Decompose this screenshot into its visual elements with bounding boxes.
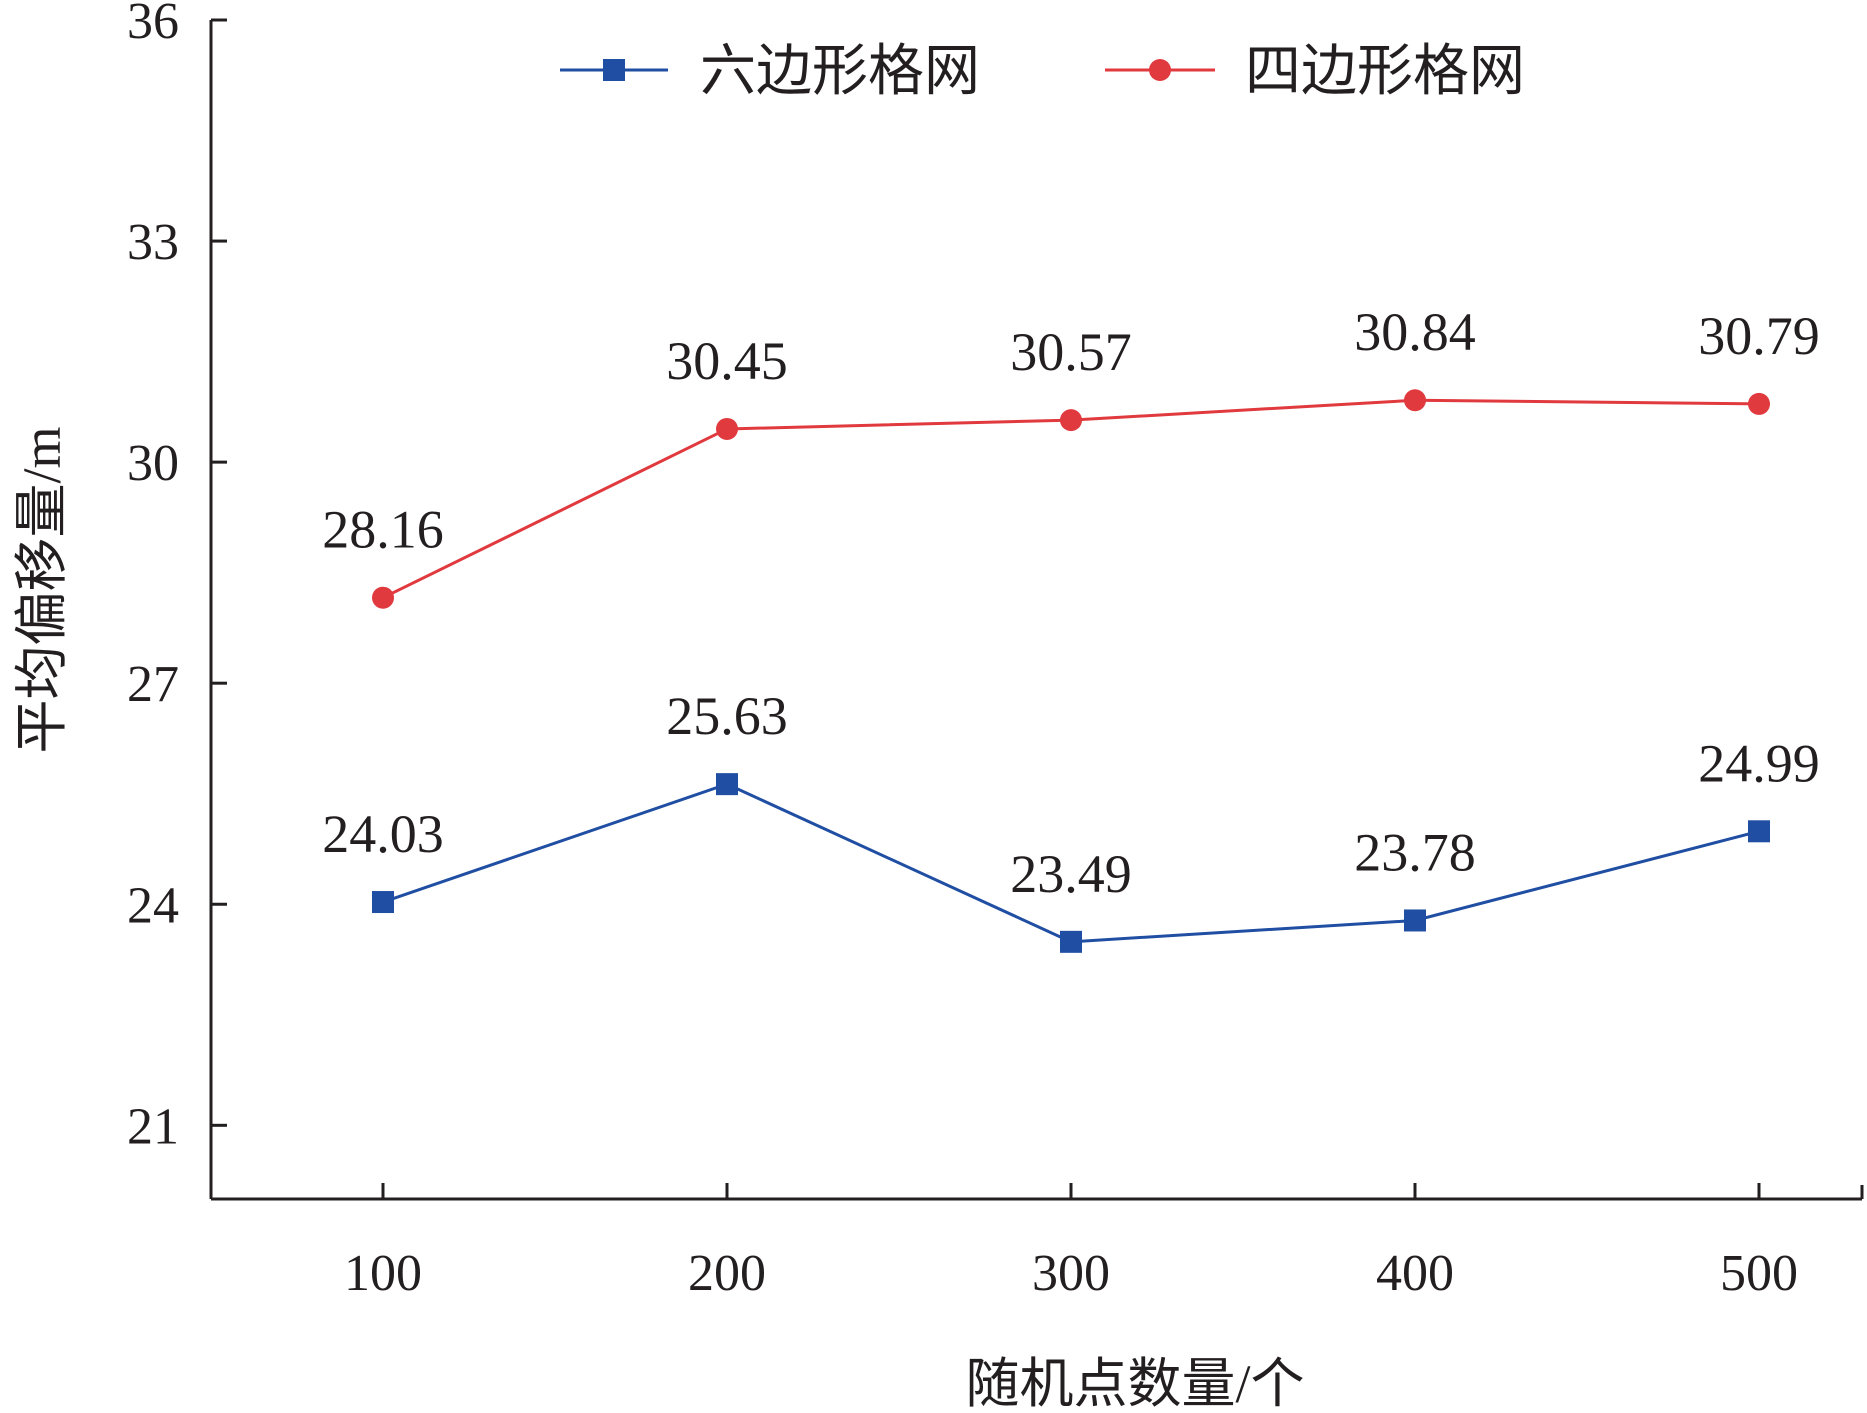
data-label: 23.78 [1354, 822, 1476, 882]
data-point-circle [1404, 389, 1426, 412]
series-2: 28.16 30.45 30.57 30.84 30.79 [322, 302, 1820, 609]
x-tick-label: 200 [688, 1245, 766, 1302]
data-label: 28.16 [322, 500, 444, 560]
y-tick-label: 21 [127, 1098, 179, 1155]
data-label: 25.63 [666, 686, 788, 746]
data-point-square [716, 773, 738, 796]
series-layer: 24.03 25.63 23.49 23.78 24.99 28.16 30.45 30.57… [322, 302, 1820, 953]
legend-item-1: 六边形格网 [560, 41, 980, 103]
y-ticks: 21 24 27 30 33 36 [127, 0, 227, 1155]
axes: 21 24 27 30 33 36 100 200 300 400 500 [127, 0, 1864, 1302]
data-label: 30.57 [1010, 322, 1132, 382]
series-1: 24.03 25.63 23.49 23.78 24.99 [322, 686, 1820, 953]
legend-marker-square [603, 59, 625, 81]
x-tick-label: 300 [1032, 1245, 1110, 1302]
legend-label: 六边形格网 [700, 41, 980, 103]
y-tick-label: 33 [127, 214, 179, 271]
data-point-square [1060, 930, 1082, 953]
x-tick-label: 400 [1376, 1245, 1454, 1302]
y-tick-label: 30 [127, 435, 179, 492]
x-ticks: 100 200 300 400 500 [344, 1183, 1798, 1302]
x-tick-label: 500 [1720, 1245, 1798, 1302]
data-label: 30.79 [1698, 306, 1820, 366]
legend: 六边形格网 四边形格网 [560, 41, 1525, 103]
data-label: 23.49 [1010, 844, 1132, 904]
y-tick-label: 24 [127, 877, 179, 934]
data-label: 30.84 [1354, 302, 1476, 362]
data-label: 24.03 [322, 804, 444, 864]
y-tick-label: 36 [127, 0, 179, 50]
legend-label: 四边形格网 [1245, 41, 1525, 103]
y-tick-label: 27 [127, 656, 179, 713]
y-axis-label: 平均偏移量/m [12, 426, 72, 753]
data-point-circle [1060, 409, 1082, 432]
data-label: 30.45 [666, 331, 788, 391]
x-axis-label: 随机点数量/个 [965, 1354, 1304, 1413]
legend-item-2: 四边形格网 [1105, 41, 1525, 103]
data-point-circle [1748, 392, 1770, 415]
data-point-circle [372, 586, 394, 609]
data-point-square [1748, 820, 1770, 843]
data-point-square [1404, 909, 1426, 932]
x-tick-label: 100 [344, 1245, 422, 1302]
data-label: 24.99 [1698, 733, 1820, 793]
data-point-square [372, 891, 394, 914]
legend-marker-circle [1149, 59, 1171, 81]
data-point-circle [716, 417, 738, 440]
